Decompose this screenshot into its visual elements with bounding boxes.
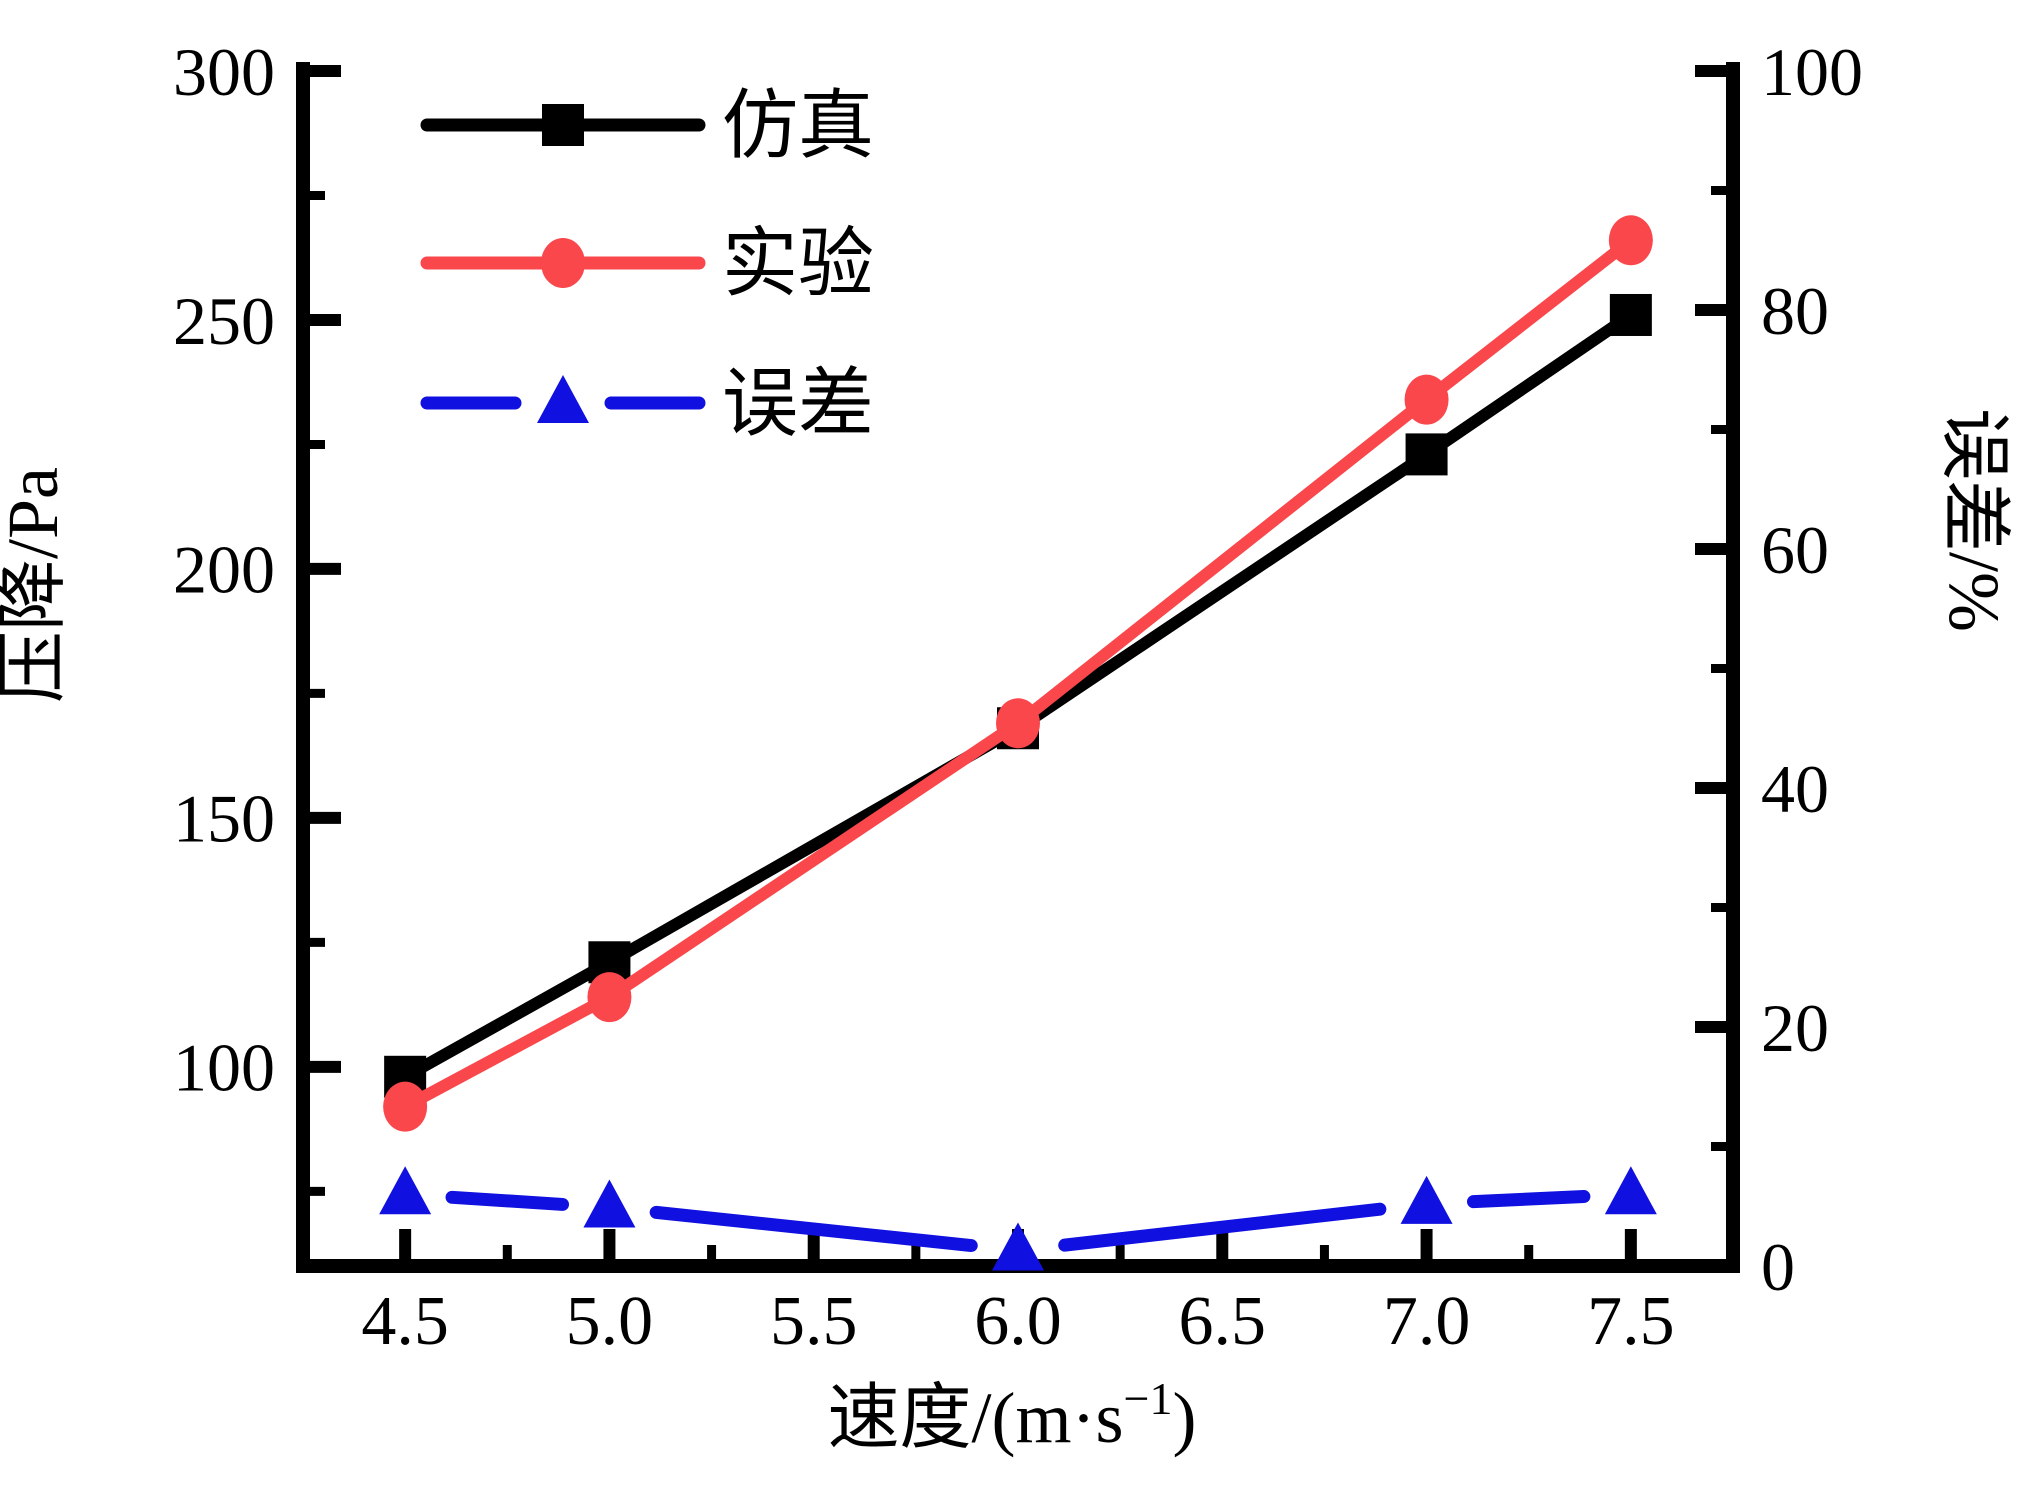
- right-tick-label: 0: [1761, 1229, 1795, 1305]
- data-point-marker: [1404, 374, 1449, 425]
- legend-sample-marker: [537, 375, 589, 423]
- left-tick-label: 100: [173, 1030, 275, 1106]
- x-tick-label: 7.5: [1587, 1283, 1675, 1360]
- right-tick-label: 40: [1761, 751, 1829, 827]
- right-axis-title: 误差/%: [1934, 408, 2014, 632]
- data-point-marker: [996, 698, 1040, 749]
- x-tick-label: 4.5: [361, 1283, 449, 1360]
- legend-sample-marker: [541, 238, 585, 288]
- left-tick-label: 300: [173, 34, 275, 110]
- data-point-marker: [379, 1166, 432, 1215]
- legend-sample-marker: [542, 104, 584, 146]
- x-tick-label: 6.0: [974, 1283, 1062, 1360]
- legend-label-error: 误差: [722, 363, 874, 447]
- left-tick-label: 150: [173, 781, 275, 857]
- data-point-marker: [1604, 1166, 1657, 1215]
- left-tick-label: 250: [173, 283, 275, 359]
- legend: 仿真 实验 误差: [420, 85, 874, 447]
- legend-label-experiment: 实验: [722, 223, 874, 307]
- left-axis-title: 压降/Pa: [0, 467, 73, 703]
- right-tick-label: 20: [1761, 990, 1829, 1066]
- right-tick-label: 80: [1761, 273, 1829, 349]
- x-tick-label: 5.0: [566, 1283, 654, 1360]
- series-segment: [445, 1190, 570, 1211]
- data-point-marker: [1405, 433, 1448, 476]
- x-tick-label: 6.5: [1179, 1283, 1267, 1360]
- data-point-marker: [1608, 215, 1653, 266]
- right-tick-label: 100: [1761, 34, 1863, 110]
- series-segment: [1467, 1189, 1591, 1209]
- axes: 4.5 5.0 5.5 6.0 6.5 7.0 7.53002502001501001008…: [173, 34, 1863, 1360]
- series: [379, 215, 1657, 1271]
- left-tick-label: 200: [173, 532, 275, 608]
- series-segment: [1058, 1202, 1387, 1252]
- x-axis-title-main: 速度/(m·s: [828, 1378, 1124, 1458]
- data-point-marker: [992, 1222, 1044, 1271]
- data-point-marker: [383, 1081, 428, 1132]
- x-axis-title-superscript: −1: [1124, 1373, 1173, 1424]
- x-axis-title-close: ): [1172, 1378, 1196, 1458]
- data-point-marker: [1400, 1175, 1453, 1224]
- data-point-marker: [583, 1179, 636, 1228]
- series-1-circle: [383, 215, 1653, 1132]
- data-point-marker: [1609, 293, 1652, 336]
- data-point-marker: [587, 972, 632, 1023]
- x-tick-label: 5.5: [770, 1283, 858, 1360]
- legend-label-simulation: 仿真: [722, 85, 874, 169]
- series-2-triangle: [379, 1166, 1657, 1271]
- x-axis-title: 速度/(m·s−1): [828, 1373, 1197, 1458]
- series-segment: [649, 1205, 978, 1253]
- x-tick-label: 7.0: [1383, 1283, 1471, 1360]
- right-tick-label: 60: [1761, 512, 1829, 588]
